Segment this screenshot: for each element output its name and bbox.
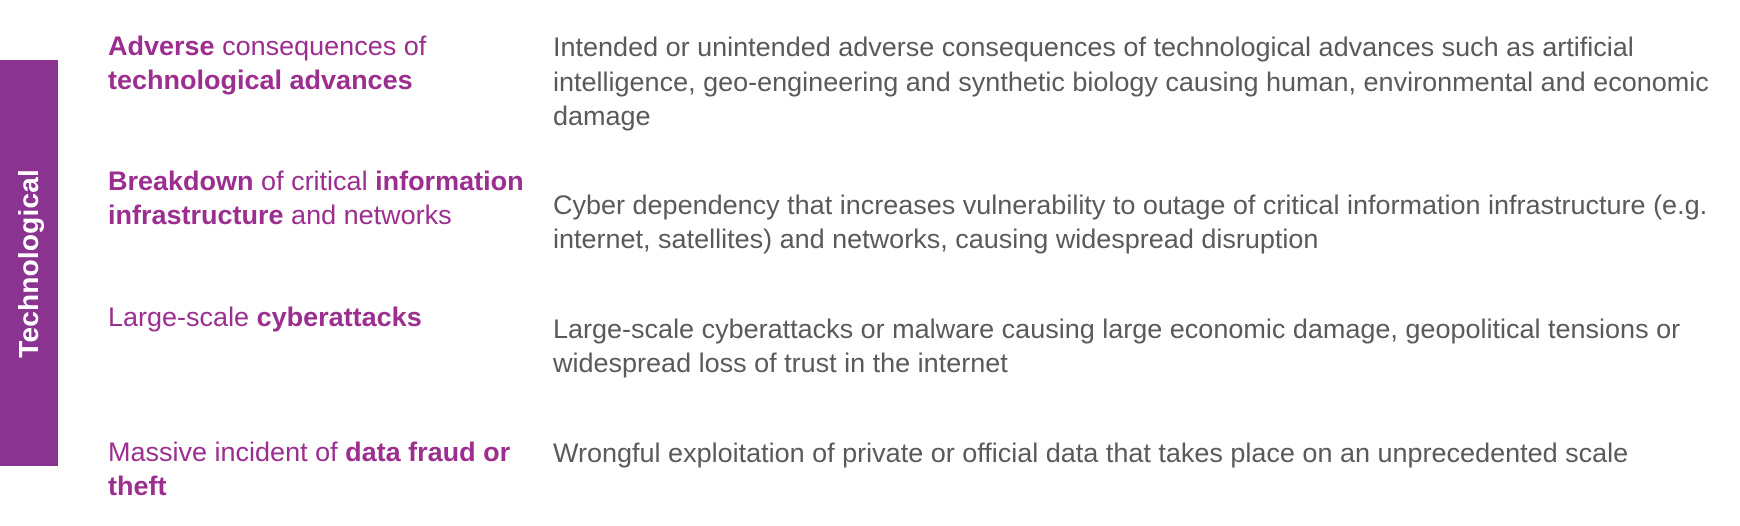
risk-title-segment: technological advances xyxy=(108,65,413,95)
risk-title-block: Massive incident of data fraud or theft xyxy=(108,436,533,506)
risk-description: Wrongful exploitation of private or offi… xyxy=(553,436,1628,471)
risk-title-block: Adverse consequences of technological ad… xyxy=(108,30,533,100)
risk-description: Large-scale cyberattacks or malware caus… xyxy=(553,312,1710,381)
risk-description: Cyber dependency that increases vulnerab… xyxy=(553,188,1710,257)
risk-title-segment: Massive incident of xyxy=(108,437,345,467)
risk-title-block: Large-scale cyberattacks xyxy=(108,301,533,371)
risk-title-segment: cyberattacks xyxy=(257,302,422,332)
risk-description-block: Intended or unintended adverse consequen… xyxy=(553,30,1710,134)
risk-description-block: Large-scale cyberattacks or malware caus… xyxy=(553,312,1710,382)
risk-description-block: Cyber dependency that increases vulnerab… xyxy=(553,188,1710,258)
risk-title: Breakdown of critical information infras… xyxy=(108,165,533,233)
risk-title-segment: Adverse xyxy=(108,31,215,61)
risk-title-segment: of critical xyxy=(254,166,376,196)
risk-title-segment: consequences of xyxy=(215,31,427,61)
risks-column: Adverse consequences of technological ad… xyxy=(108,30,553,506)
category-band: Technological xyxy=(0,60,58,466)
risk-description: Intended or unintended adverse consequen… xyxy=(553,30,1710,134)
risk-description-block: Wrongful exploitation of private or offi… xyxy=(553,436,1710,506)
descriptions-column: Intended or unintended adverse consequen… xyxy=(553,30,1740,506)
content-area: Adverse consequences of technological ad… xyxy=(58,0,1740,526)
category-label: Technological xyxy=(13,169,45,358)
risk-title: Adverse consequences of technological ad… xyxy=(108,30,533,98)
risk-title: Massive incident of data fraud or theft xyxy=(108,436,533,504)
risk-title-block: Breakdown of critical information infras… xyxy=(108,165,533,235)
risk-title-segment: Large-scale xyxy=(108,302,257,332)
risk-title: Large-scale cyberattacks xyxy=(108,301,422,335)
risk-title-segment: Breakdown xyxy=(108,166,254,196)
risk-title-segment: and networks xyxy=(284,200,452,230)
